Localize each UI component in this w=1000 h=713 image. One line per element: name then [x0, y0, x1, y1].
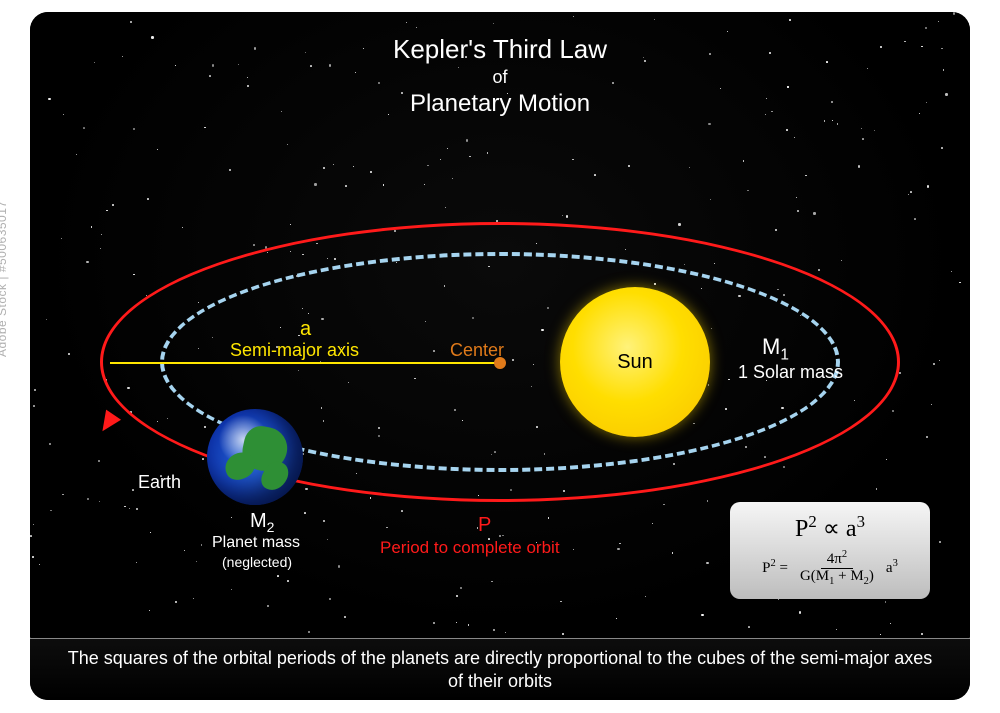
label-p-desc: Period to complete orbit	[380, 538, 560, 558]
title-line-2: of	[30, 67, 970, 88]
label-center: Center	[450, 340, 504, 361]
label-m2-symbol: M2	[250, 510, 274, 535]
label-p-symbol: P	[478, 514, 491, 537]
earth-body	[207, 409, 303, 505]
label-earth: Earth	[138, 472, 181, 493]
label-semi-major-axis: Semi-major axis	[230, 340, 359, 361]
infographic-frame: Kepler's Third Law of Planetary Motion S…	[30, 12, 970, 700]
formula-main: P2 ∝ a3	[746, 512, 914, 543]
label-m2-desc: Planet mass	[212, 534, 300, 552]
formula-lhs: P2 =	[762, 558, 788, 577]
formula-fraction: 4π2 G(M1 + M2)	[794, 549, 880, 587]
formula-rhs: a3	[886, 558, 898, 577]
formula-box: P2 ∝ a3 P2 = 4π2 G(M1 + M2) a3	[730, 502, 930, 599]
title-line-1: Kepler's Third Law	[30, 34, 970, 65]
title-block: Kepler's Third Law of Planetary Motion	[30, 34, 970, 118]
label-m1-symbol: M1	[762, 334, 789, 364]
sun-label: Sun	[617, 351, 653, 374]
watermark-text: Adobe Stock | #500635017	[0, 200, 9, 357]
label-m1-desc: 1 Solar mass	[738, 362, 843, 383]
main-panel: Kepler's Third Law of Planetary Motion S…	[30, 12, 970, 637]
caption-panel: The squares of the orbital periods of th…	[30, 638, 970, 700]
formula-numerator: 4π2	[821, 549, 853, 569]
formula-secondary: P2 = 4π2 G(M1 + M2) a3	[746, 549, 914, 587]
label-a-symbol: a	[300, 318, 311, 341]
formula-denominator: G(M1 + M2)	[794, 569, 880, 587]
title-line-3: Planetary Motion	[30, 90, 970, 118]
semi-major-axis-line	[110, 362, 500, 364]
sun-body: Sun	[560, 287, 710, 437]
label-m2-note: (neglected)	[222, 554, 292, 570]
caption-text: The squares of the orbital periods of th…	[60, 647, 940, 692]
orbit-diagram: Sun a Semi-major axis Center M1 1 Solar …	[100, 222, 900, 522]
